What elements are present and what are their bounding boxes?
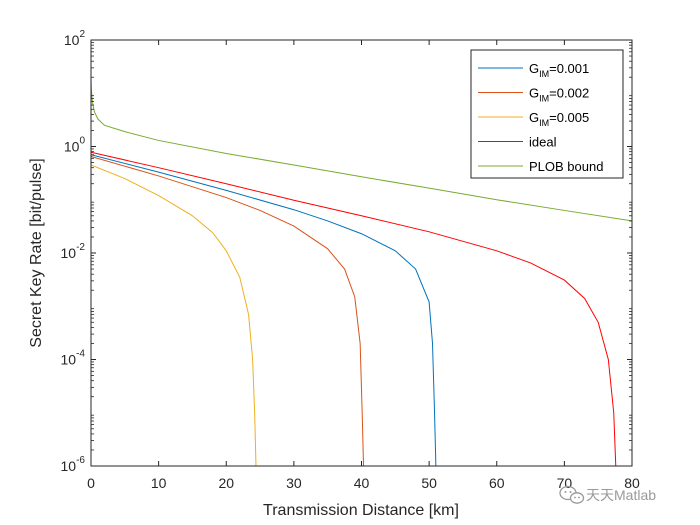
series-line-4 — [91, 151, 617, 466]
y-axis-title: Secret Key Rate [bit/pulse] — [28, 158, 45, 347]
legend-label: PLOB bound — [529, 159, 603, 174]
x-tick-label: 50 — [421, 475, 437, 491]
legend-label: GIM=0.001 — [529, 61, 589, 79]
y-tick-exponent: -4 — [76, 349, 85, 360]
wechat-icon — [559, 485, 585, 504]
legend-label: ideal — [529, 135, 557, 150]
svg-text:102: 102 — [64, 29, 86, 48]
legend-label: GIM=0.005 — [529, 110, 589, 128]
svg-text:10-6: 10-6 — [61, 455, 86, 474]
x-tick-label: 0 — [87, 475, 95, 491]
x-tick-label: 20 — [218, 475, 234, 491]
y-tick-base: 10 — [61, 352, 77, 368]
watermark: 天天Matlab — [559, 485, 656, 504]
y-tick-exponent: 0 — [79, 136, 85, 147]
svg-text:10-4: 10-4 — [61, 349, 86, 368]
y-tick-label: 100 — [64, 136, 86, 155]
y-tick-base: 10 — [64, 139, 80, 155]
legend-entry[interactable]: PLOB bound — [478, 159, 603, 174]
series-line-2 — [91, 155, 365, 466]
x-tick-label: 40 — [354, 475, 370, 491]
y-tick-base: 10 — [61, 245, 77, 261]
svg-text:100: 100 — [64, 136, 86, 155]
y-tick-label: 10-2 — [61, 242, 86, 261]
legend[interactable]: GIM=0.001 GIM=0.002 GIM=0.005 ideal PLOB bou… — [470, 49, 624, 179]
x-tick-label: 30 — [286, 475, 302, 491]
legend-box — [470, 49, 624, 179]
svg-text:10-2: 10-2 — [61, 242, 86, 261]
series-line-3 — [91, 164, 257, 466]
y-tick-label: 102 — [64, 29, 86, 48]
x-tick-label: 10 — [151, 475, 167, 491]
x-tick-label: 80 — [624, 475, 640, 491]
y-tick-base: 10 — [61, 458, 77, 474]
y-tick-exponent: 2 — [79, 29, 85, 40]
y-tick-label: 10-4 — [61, 349, 86, 368]
series-line-1 — [91, 154, 437, 466]
legend-entry[interactable]: ideal — [478, 135, 557, 150]
legend-entry[interactable]: GIM=0.002 — [478, 86, 589, 104]
legend-label: GIM=0.002 — [529, 86, 589, 104]
watermark-text: 天天Matlab — [586, 487, 656, 503]
x-axis: 0 10 20 30 40 50 60 70 80 — [87, 40, 640, 491]
y-tick-base: 10 — [64, 32, 80, 48]
y-tick-exponent: -6 — [76, 455, 85, 466]
x-axis-title: Transmission Distance [km] — [263, 502, 459, 519]
x-tick-label: 60 — [489, 475, 505, 491]
x-tick-label: 70 — [557, 475, 573, 491]
legend-entry[interactable]: GIM=0.001 — [478, 61, 589, 79]
y-tick-label: 10-6 — [61, 455, 86, 474]
legend-entry[interactable]: GIM=0.005 — [478, 110, 589, 128]
y-tick-exponent: -2 — [76, 242, 85, 253]
